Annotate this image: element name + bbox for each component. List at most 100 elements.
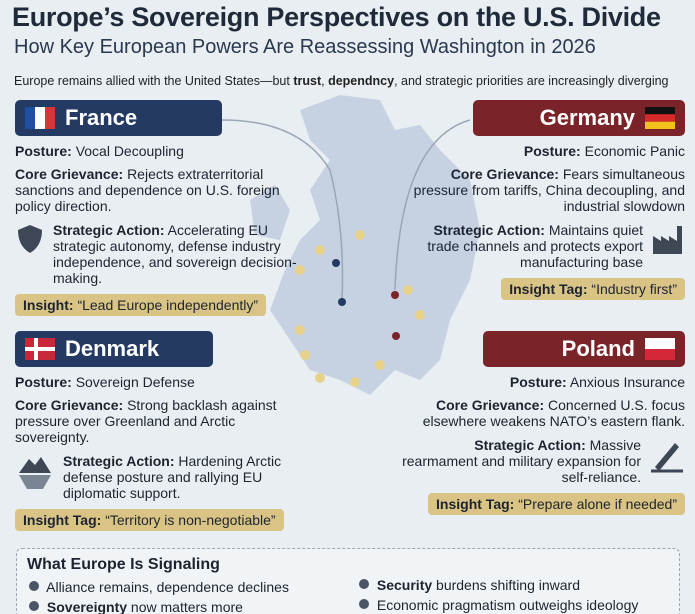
- posture-label: Posture:: [15, 374, 72, 390]
- flag: [645, 107, 675, 129]
- country-panel: France Posture: Vocal Decoupling Core Grie…: [15, 100, 300, 316]
- country-panel: Poland Posture: Anxious Insurance Core Gri…: [400, 331, 685, 515]
- grievance-text: Rejects extraterritorial sanctions and d…: [15, 166, 280, 214]
- insight-wrap: Insight Tag: “Industry first”: [400, 270, 685, 300]
- signal-icon: [359, 599, 369, 609]
- signals-box: What Europe Is Signaling Alliance remain…: [16, 548, 680, 614]
- posture-row: Posture: Economic Panic: [400, 143, 685, 159]
- grievance-row: Core Grievance: Concerned U.S. focus els…: [400, 397, 685, 429]
- signal-item: Security burdens shifting inward: [357, 577, 580, 593]
- flag: [25, 338, 55, 360]
- signal-icon: [29, 581, 39, 591]
- insight-text: “Lead Europe independently”: [77, 297, 259, 313]
- signal-item: Economic pragmatism outweighs ideology: [357, 597, 638, 613]
- signal-bold: Sovereignty: [46, 599, 128, 614]
- grievance-row: Core Grievance: Strong backlash against …: [15, 397, 300, 445]
- action-text: Hardening Arctic defense posture and ral…: [63, 453, 282, 501]
- action-label: Strategic Action:: [63, 453, 175, 469]
- action-row: Strategic Action: Accelerating EU strate…: [15, 222, 300, 286]
- signal-text: Economic pragmatism outweighs ideology: [376, 597, 639, 613]
- action-text: Strategic Action: Accelerating EU strate…: [53, 222, 300, 286]
- grievance-label: Core Grievance:: [15, 397, 124, 413]
- action-label: Strategic Action:: [53, 222, 165, 238]
- intro-bold: trust: [293, 74, 322, 88]
- shield-icon: [18, 225, 42, 253]
- action-label: Strategic Action:: [433, 222, 545, 238]
- insight: Insight Tag: “Prepare alone if needed”: [428, 493, 685, 515]
- signal-text: now matters more: [127, 599, 243, 614]
- intro: Europe remains allied with the United St…: [14, 74, 669, 88]
- insight-wrap: Insight Tag: “Territory is non-negotiabl…: [15, 501, 300, 531]
- signal-text: Alliance remains, dependence declines: [46, 579, 289, 595]
- country-panel: Denmark Posture: Sovereign Defense Core Gr…: [15, 331, 300, 531]
- posture-label: Posture:: [15, 143, 72, 159]
- insight-label: Insight Tag:: [436, 496, 515, 512]
- flag: [645, 338, 675, 360]
- country-header: Germany: [473, 100, 685, 136]
- signal-text: burdens shifting inward: [432, 577, 581, 593]
- signal-item: Sovereignty now matters more: [27, 599, 243, 614]
- grievance-text: Fears simultaneous pressure from tariffs…: [413, 166, 685, 214]
- grievance-text: Concerned U.S. focus elsewhere weakens N…: [422, 397, 685, 429]
- action-text: Strategic Action: Massive rearmament and…: [400, 437, 641, 485]
- insight-label: Insight:: [23, 297, 74, 313]
- grievance-label: Core Grievance:: [15, 166, 124, 182]
- intro-text: ,: [321, 74, 329, 88]
- signal-icon: [359, 579, 369, 589]
- action-row: Strategic Action: Maintains quiet trade …: [400, 222, 685, 270]
- iceberg-icon: [19, 457, 51, 489]
- country-name: Germany: [539, 105, 635, 130]
- posture-label: Posture:: [509, 374, 567, 390]
- insight: Insight: “Lead Europe independently”: [15, 294, 267, 316]
- action-text: Strategic Action: Hardening Arctic defen…: [63, 453, 300, 501]
- signals-title: What Europe Is Signaling: [27, 556, 220, 573]
- action-label: Strategic Action:: [474, 437, 586, 453]
- country-header: France: [15, 100, 222, 136]
- signal-bold: Security: [376, 577, 433, 593]
- posture-label: Posture:: [523, 143, 581, 159]
- country-header: Poland: [483, 331, 685, 367]
- country-name: France: [65, 105, 138, 130]
- grievance-text: Strong backlash against pressure over Gr…: [15, 397, 277, 445]
- country-name: Poland: [561, 336, 635, 361]
- country-panel: Germany Posture: Economic Panic Core Griev…: [400, 100, 685, 300]
- posture-text: Anxious Insurance: [569, 374, 685, 390]
- posture-text: Vocal Decoupling: [75, 143, 184, 159]
- posture-row: Posture: Anxious Insurance: [400, 374, 685, 390]
- posture-text: Sovereign Defense: [75, 374, 195, 390]
- insight: Insight Tag: “Territory is non-negotiabl…: [15, 509, 284, 531]
- insight-text: “Prepare alone if needed”: [518, 496, 677, 512]
- signal-item: Alliance remains, dependence declines: [27, 579, 289, 595]
- insight-wrap: Insight Tag: “Prepare alone if needed”: [400, 485, 685, 515]
- posture-row: Posture: Sovereign Defense: [15, 374, 300, 390]
- intro-text: , and strategic priorities are increasin…: [394, 74, 669, 88]
- country-header: Denmark: [15, 331, 213, 367]
- insight-wrap: Insight: “Lead Europe independently”: [15, 286, 300, 316]
- insight: Insight Tag: “Industry first”: [501, 278, 685, 300]
- flag: [25, 107, 55, 129]
- insight-text: “Industry first”: [591, 281, 677, 297]
- posture-text: Economic Panic: [584, 143, 685, 159]
- country-name: Denmark: [65, 336, 160, 361]
- intro-text: Europe remains allied with the United St…: [14, 74, 294, 88]
- action-text: Maintains quiet trade channels and prote…: [427, 222, 643, 270]
- signal-icon: [29, 601, 39, 611]
- grievance-row: Core Grievance: Rejects extraterritorial…: [15, 166, 300, 214]
- action-row: Strategic Action: Hardening Arctic defen…: [15, 453, 300, 501]
- action-text: Massive rearmament and military expansio…: [402, 437, 641, 485]
- grievance-row: Core Grievance: Fears simultaneous press…: [400, 166, 685, 214]
- subtitle: How Key European Powers Are Reassessing …: [14, 36, 596, 58]
- insight-text: “Territory is non-negotiable”: [105, 512, 276, 528]
- action-text: Accelerating EU strategic autonomy, defe…: [53, 222, 297, 286]
- grievance-label: Core Grievance:: [450, 166, 559, 182]
- posture-row: Posture: Vocal Decoupling: [15, 143, 300, 159]
- grievance-label: Core Grievance:: [435, 397, 545, 413]
- missile-icon: [651, 443, 683, 473]
- action-row: Strategic Action: Massive rearmament and…: [400, 437, 685, 485]
- intro-bold: dependncy: [328, 74, 395, 88]
- insight-label: Insight Tag:: [509, 281, 588, 297]
- action-text: Strategic Action: Maintains quiet trade …: [400, 222, 643, 270]
- insight-label: Insight Tag:: [23, 512, 102, 528]
